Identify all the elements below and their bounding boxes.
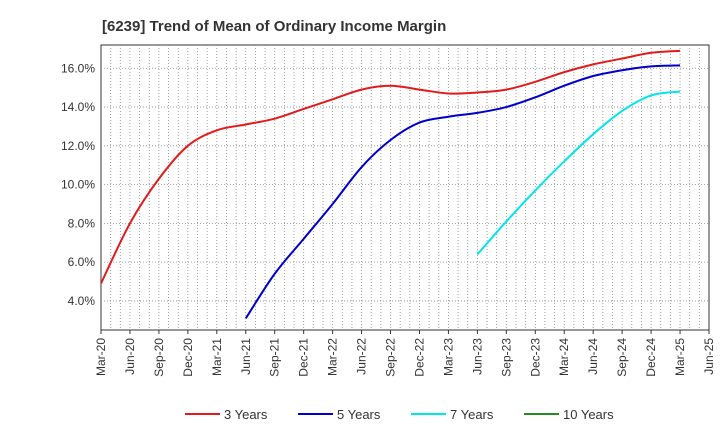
x-tick-label: Jun-22 (355, 338, 369, 375)
y-tick-label: 14.0% (61, 100, 95, 114)
x-tick-label: Mar-21 (210, 338, 224, 376)
x-tick-label: Sep-20 (152, 338, 166, 377)
grid-lines (101, 45, 709, 330)
x-tick-label: Mar-25 (673, 338, 687, 376)
x-tick-label: Jun-20 (123, 338, 137, 375)
x-tick-label: Dec-23 (528, 338, 542, 377)
x-tick-label: Dec-24 (644, 338, 658, 377)
legend: 3 Years 5 Years 7 Years 10 Years (185, 407, 614, 422)
legend-label: 10 Years (563, 407, 614, 422)
x-tick-label: Dec-20 (181, 338, 195, 377)
y-tick-label: 8.0% (68, 216, 96, 230)
y-axis: 4.0% 6.0% 8.0% 10.0% 12.0% 14.0% 16.0% (61, 61, 95, 308)
x-tick-label: Dec-21 (297, 338, 311, 377)
x-tick-label: Jun-25 (702, 338, 716, 375)
x-tick-label: Mar-23 (441, 338, 455, 376)
legend-label: 7 Years (450, 407, 494, 422)
y-tick-label: 6.0% (68, 255, 96, 269)
series-line-7-years (476, 90, 681, 256)
y-tick-label: 16.0% (61, 61, 95, 75)
x-tick-label: Sep-24 (615, 338, 629, 377)
series-line-5-years (244, 64, 681, 319)
x-axis: Mar-20 Jun-20 Sep-20 Dec-20 Mar-21 Jun-21 Sep-… (94, 330, 716, 377)
x-tick-label: Mar-24 (557, 338, 571, 376)
x-tick-label: Jun-24 (586, 338, 600, 375)
legend-label: 3 Years (224, 407, 268, 422)
y-tick-label: 12.0% (61, 139, 95, 153)
x-tick-label: Sep-22 (384, 338, 398, 377)
chart-title: [6239] Trend of Mean of Ordinary Income … (102, 18, 446, 35)
legend-label: 5 Years (337, 407, 381, 422)
x-tick-label: Dec-22 (412, 338, 426, 377)
x-tick-label: Jun-21 (239, 338, 253, 375)
plot-frame (100, 44, 710, 331)
x-tick-label: Sep-21 (268, 338, 282, 377)
x-tick-label: Mar-20 (94, 338, 108, 376)
series-line-3-years (100, 49, 681, 284)
plot-area: 4.0% 6.0% 8.0% 10.0% 12.0% 14.0% 16.0% Mar-20 J… (61, 44, 716, 377)
y-tick-label: 4.0% (68, 294, 96, 308)
x-tick-label: Mar-22 (326, 338, 340, 376)
series-lines (100, 49, 681, 319)
x-tick-label: Sep-23 (499, 338, 513, 377)
x-tick-label: Jun-23 (470, 338, 484, 375)
y-tick-label: 10.0% (61, 178, 95, 192)
